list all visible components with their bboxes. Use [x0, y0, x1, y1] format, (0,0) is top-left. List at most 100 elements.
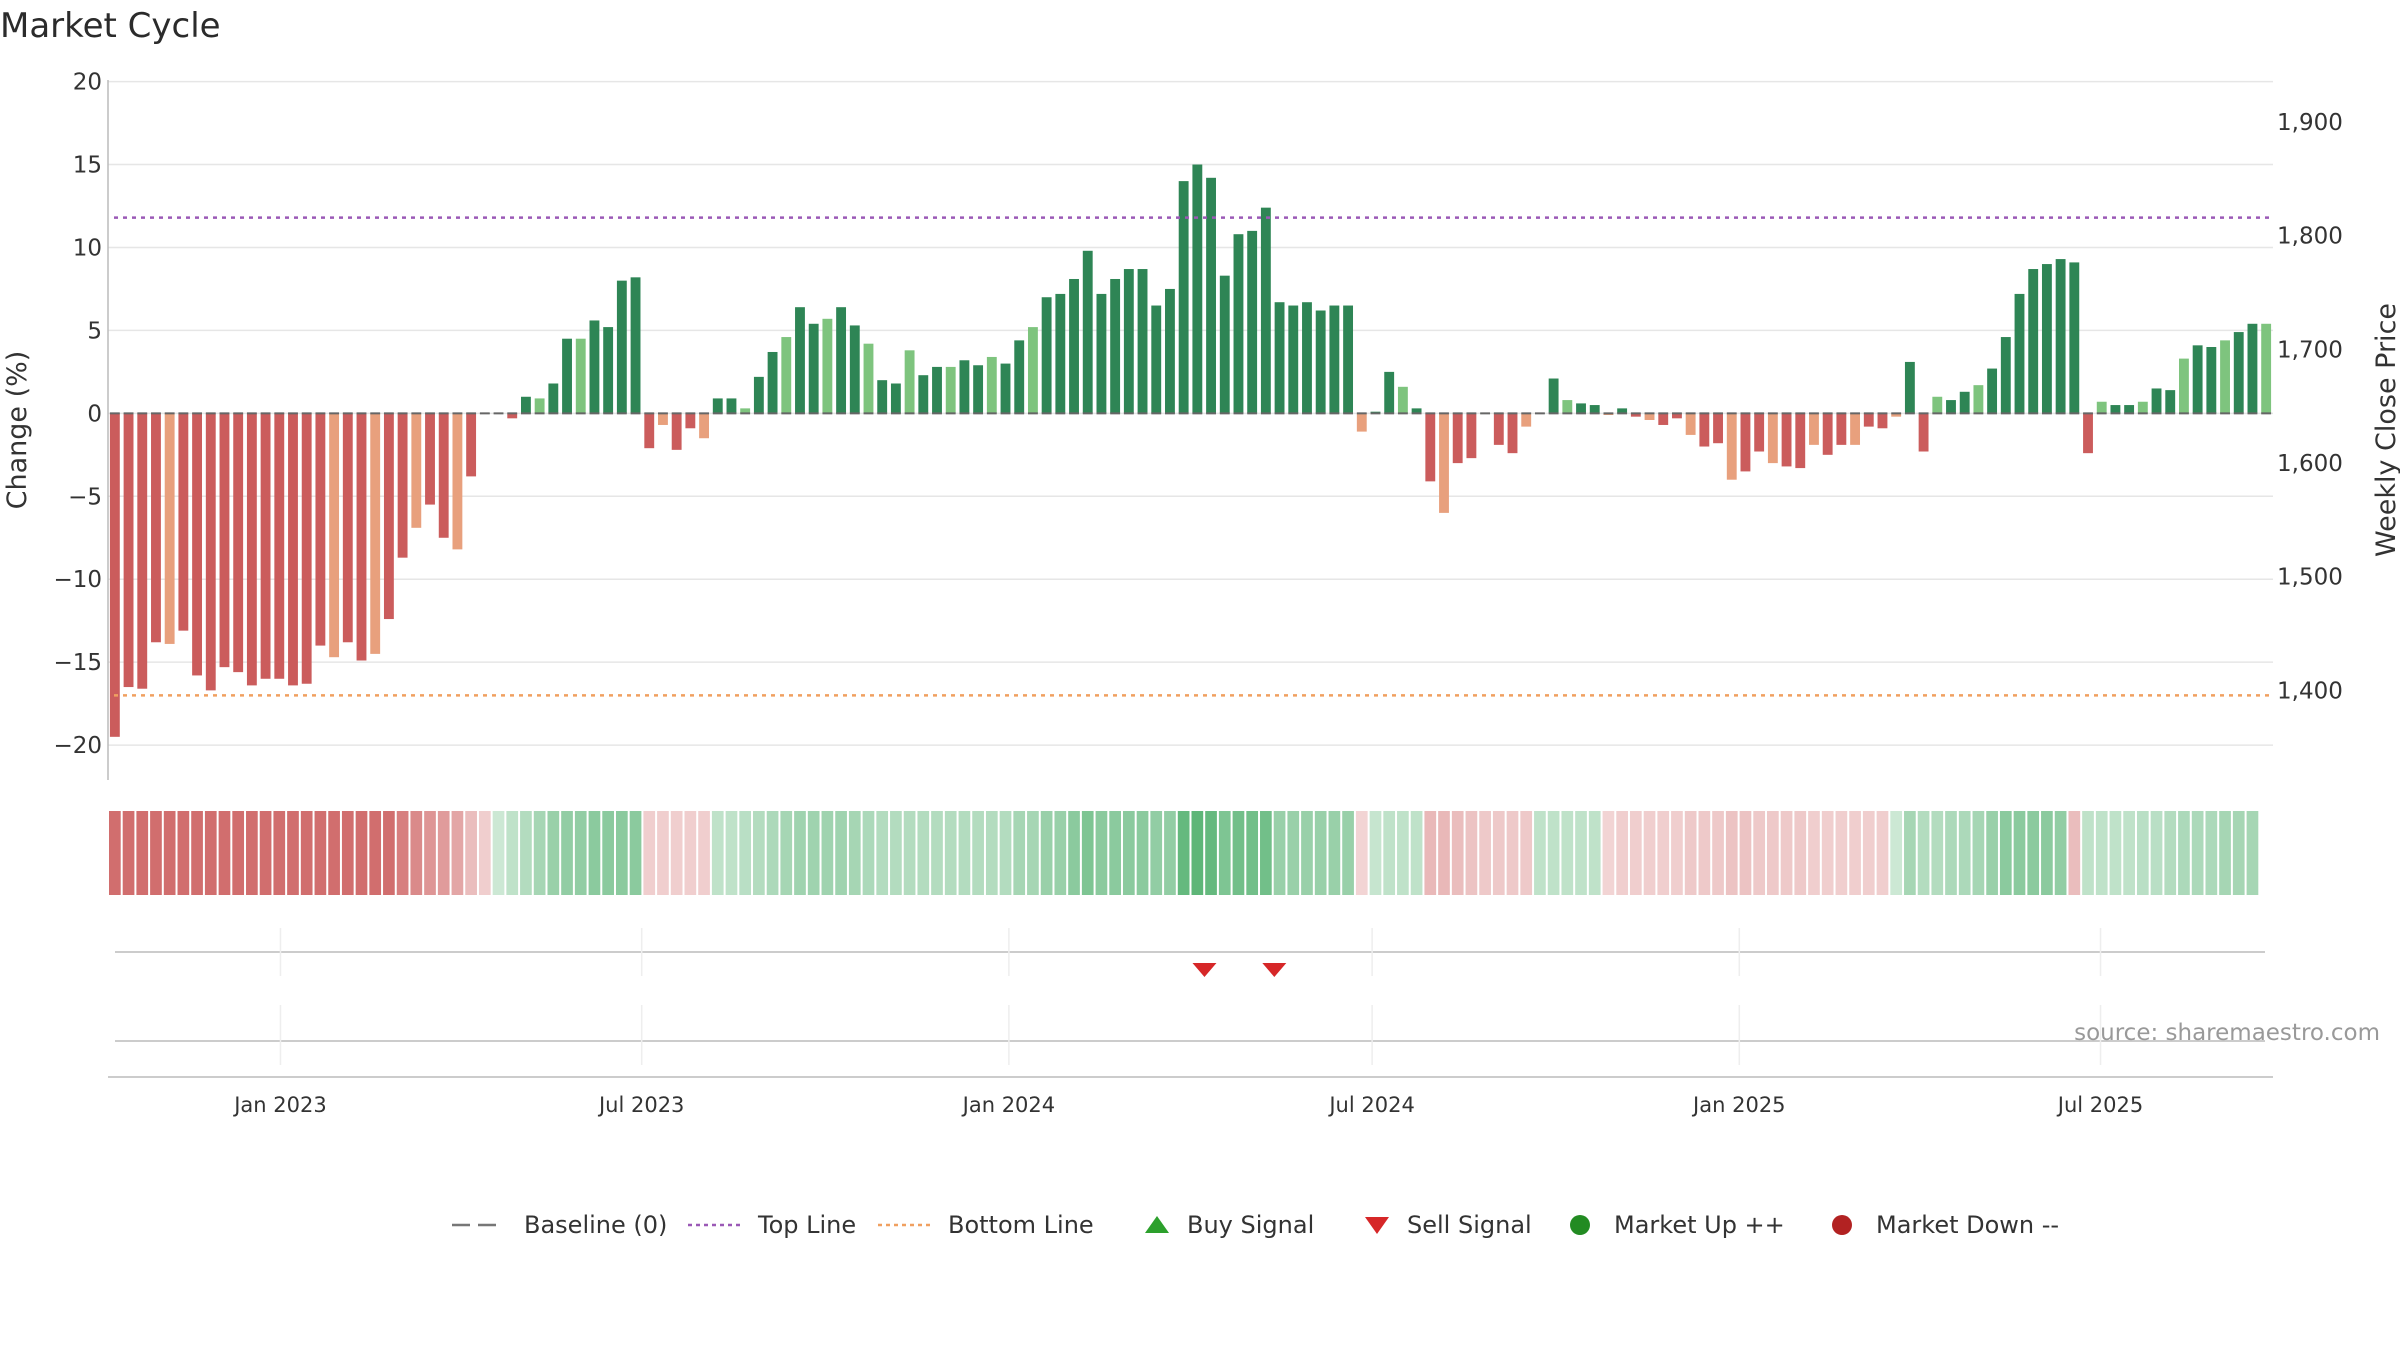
change-bar	[1904, 361, 1915, 414]
change-bar	[959, 360, 970, 414]
change-bar	[836, 307, 847, 414]
change-bar	[1932, 396, 1943, 414]
change-bar	[562, 338, 572, 414]
strength-cell	[903, 811, 916, 895]
change-bar	[1356, 413, 1367, 432]
strength-cell	[410, 811, 423, 895]
change-bar	[2096, 401, 2107, 414]
change-bar	[1795, 413, 1806, 469]
strength-cell	[273, 811, 286, 895]
change-bar	[1822, 413, 1833, 455]
strength-cell	[2054, 811, 2067, 895]
change-bar	[301, 413, 312, 684]
signal-panel	[115, 951, 2265, 1042]
change-bar	[2000, 337, 2011, 414]
change-bar	[342, 413, 353, 643]
change-bar	[109, 413, 120, 737]
change-bar	[2137, 401, 2148, 414]
change-bar	[2151, 388, 2162, 414]
strength-cell	[218, 811, 231, 895]
change-bar	[1877, 413, 1888, 429]
legend-item: Top Line	[688, 1211, 856, 1239]
strength-cell	[602, 811, 614, 895]
strength-cell	[177, 811, 190, 895]
strength-cell	[1068, 811, 1080, 895]
reference-lines	[114, 216, 2269, 697]
strength-cell	[917, 811, 930, 895]
strength-cell	[2219, 811, 2231, 895]
change-bar	[260, 413, 271, 679]
change-bar	[726, 398, 737, 414]
change-bar	[1809, 413, 1819, 445]
strength-cell	[1904, 811, 1916, 895]
y2-tick-label: 1,400	[2277, 678, 2343, 704]
strength-cell	[2013, 811, 2026, 895]
strength-cell	[1890, 811, 1903, 895]
strength-cell	[1725, 811, 1738, 895]
change-bar	[1946, 400, 1956, 414]
strength-cell	[1040, 811, 1053, 895]
strength-cell	[424, 811, 436, 895]
change-bar	[1123, 269, 1134, 414]
y2-tick-label: 1,700	[2277, 337, 2343, 363]
change-bar	[1260, 207, 1271, 414]
strength-cell	[1164, 811, 1176, 895]
change-bar	[370, 413, 381, 654]
strength-cell	[533, 811, 546, 895]
strength-cell	[1451, 811, 1464, 895]
strength-cell	[807, 811, 820, 895]
strength-cell	[1260, 811, 1272, 895]
strength-cell	[972, 811, 984, 895]
strength-cell	[1547, 811, 1560, 895]
change-bar	[397, 413, 408, 558]
strength-cell	[2136, 811, 2149, 895]
change-bar	[1027, 327, 1038, 414]
strength-cell	[670, 811, 683, 895]
strength-cell	[1753, 811, 1766, 895]
strength-cell	[150, 811, 162, 895]
y-tick-label: 10	[73, 235, 102, 261]
change-bar	[1466, 413, 1477, 459]
change-bar	[575, 338, 586, 414]
change-bar	[589, 320, 600, 414]
change-bar	[1658, 413, 1669, 425]
legend-item: Bottom Line	[878, 1211, 1094, 1239]
legend-item: Market Down --	[1832, 1211, 2059, 1239]
change-bar	[1096, 293, 1107, 414]
sell-signal-marker	[1262, 963, 1287, 977]
strength-cell	[355, 811, 368, 895]
change-bar	[164, 413, 175, 644]
change-bar	[2041, 264, 2052, 414]
y2-axis-label: Weekly Close Price	[2371, 303, 2400, 557]
change-bar	[2220, 340, 2230, 414]
strength-cell	[122, 811, 135, 895]
strength-cell	[314, 811, 327, 895]
change-bar	[1343, 305, 1354, 414]
change-bar	[219, 413, 230, 668]
y-tick-label: 15	[73, 153, 102, 179]
change-bar	[1918, 413, 1929, 452]
change-bar	[137, 413, 148, 689]
change-bar	[1425, 413, 1436, 482]
strength-cell	[643, 811, 656, 895]
change-bar	[548, 383, 559, 414]
strength-cell	[259, 811, 272, 895]
change-bar	[534, 398, 545, 414]
y2-tick-label: 1,500	[2277, 565, 2343, 591]
strength-cell	[232, 811, 245, 895]
y2-tick-label: 1,800	[2277, 224, 2343, 250]
strength-cell	[739, 811, 752, 895]
change-bar	[918, 375, 929, 414]
change-bar	[1397, 386, 1408, 414]
change-bar	[2014, 293, 2025, 414]
strength-cell	[437, 811, 450, 895]
strength-cell	[766, 811, 779, 895]
change-bar	[356, 413, 367, 661]
change-bar	[2192, 345, 2203, 414]
change-bar	[1576, 403, 1586, 414]
change-bar	[205, 413, 216, 691]
change-bar	[740, 408, 751, 414]
x-tick-label: Jul 2023	[597, 1093, 684, 1117]
strength-cell	[1767, 811, 1779, 895]
strength-cell	[1314, 811, 1327, 895]
